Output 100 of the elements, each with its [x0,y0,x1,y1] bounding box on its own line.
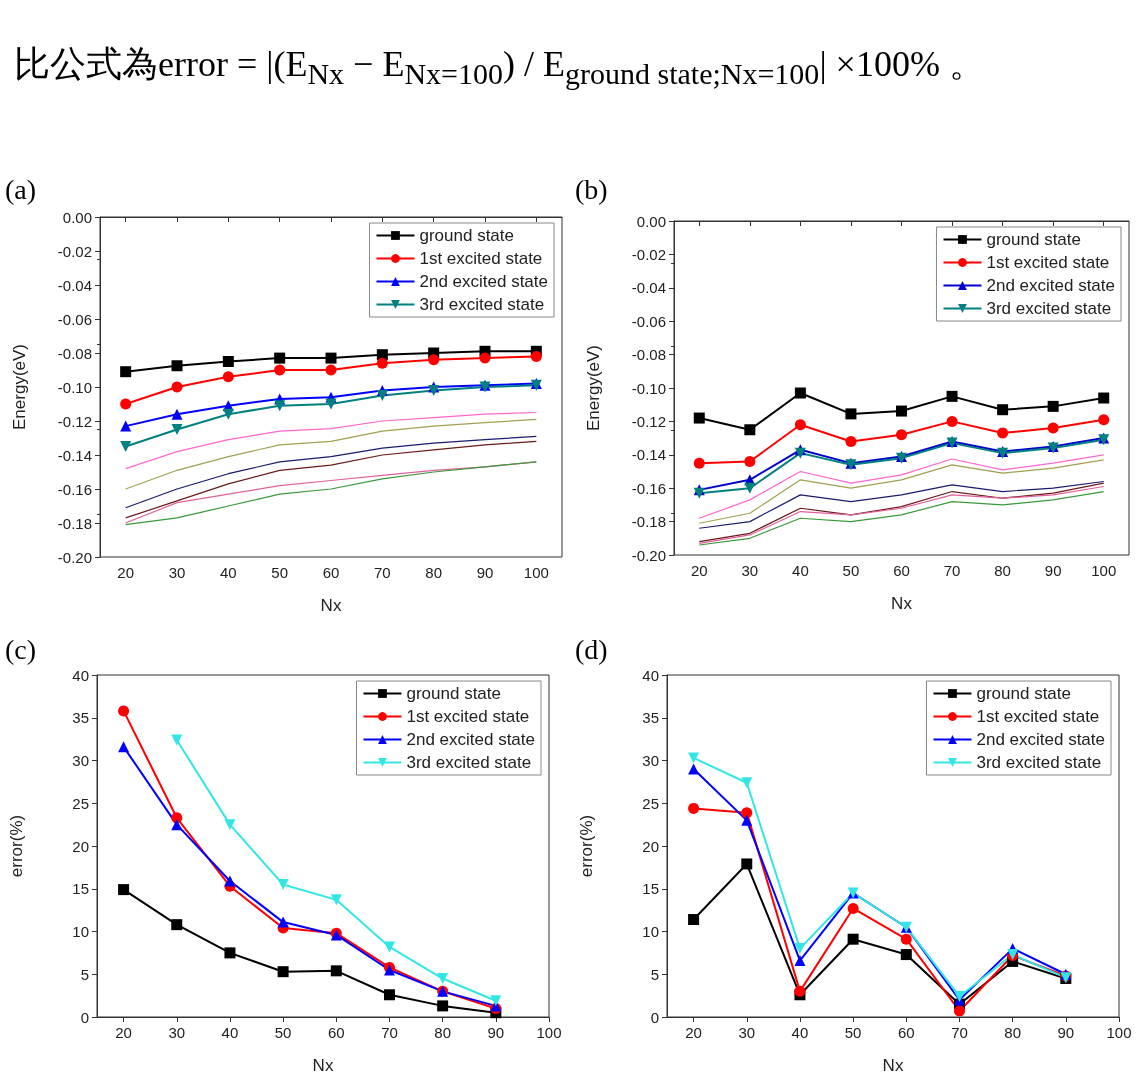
x-tick-label: 80 [434,1024,451,1041]
y-tick-label: 25 [72,794,89,812]
x-tick-label: 100 [1091,562,1117,579]
x-tick-label: 50 [271,564,289,581]
legend-label: 3rd excited state [419,295,545,314]
y-tick-label: -0.02 [57,242,92,260]
y-tick-label: 10 [642,923,659,940]
x-tick-label: 70 [951,1024,968,1041]
x-axis-title: Nx [882,1056,904,1075]
x-tick-label: 80 [1004,1024,1021,1041]
y-tick-label: 30 [72,752,89,769]
y-tick-label: 40 [642,666,659,684]
x-tick-label: 60 [322,564,340,581]
y-axis-title: Energy(eV) [10,344,29,430]
y-tick-label: -0.04 [57,276,92,294]
legend-label: 2nd excited state [976,730,1105,749]
chart-title: (b) [575,173,608,205]
y-tick-label: 40 [72,666,89,684]
y-tick-label: -0.16 [57,480,92,498]
y-tick-label: 5 [80,965,89,983]
y-axis-title: Energy(eV) [584,345,603,431]
x-tick-label: 90 [487,1024,505,1041]
x-tick-label: 20 [685,1024,702,1041]
x-tick-label: 70 [381,1024,398,1041]
legend-label: ground state [986,230,1081,249]
x-axis-title: Nx [312,1056,334,1075]
y-tick-label: -0.06 [57,310,92,328]
legend-label: 3rd excited state [406,753,532,772]
y-tick-label: -0.10 [57,378,92,396]
y-axis-title: error(%) [577,814,596,878]
y-tick-label: -0.14 [57,446,92,464]
x-tick-label: 70 [943,562,961,579]
x-axis-title: Nx [320,596,342,615]
legend-label: 3rd excited state [986,299,1112,318]
y-tick-label: -0.16 [631,479,666,497]
x-tick-label: 90 [476,564,494,581]
x-tick-label: 100 [523,564,549,581]
x-tick-label: 50 [842,562,860,579]
legend-label: 1st excited state [406,707,530,726]
y-tick-label: -0.18 [631,513,666,531]
legend-label: 1st excited state [986,253,1110,272]
x-tick-label: 40 [791,1024,809,1041]
x-tick-label: 20 [115,1024,132,1041]
legend-label: ground state [406,684,501,703]
legend-label: 2nd excited state [419,272,548,291]
y-tick-label: -0.12 [57,412,92,430]
y-tick-label: 0.00 [636,212,666,230]
x-tick-label: 60 [327,1024,345,1041]
y-tick-label: 20 [642,837,659,855]
text: 比公式為error = |(E$_{Nx}$ − E$_{Nx=100}$) / E$_{ground state;Nx=100}$| ×100% 。 [14,43,985,92]
x-tick-label: 40 [792,562,809,579]
y-tick-label: 20 [72,837,89,855]
y-tick-label: 30 [642,752,659,769]
legend-label: 1st excited state [976,707,1100,726]
x-tick-label: 30 [738,1024,756,1041]
y-tick-label: 0 [80,1008,89,1026]
legend-label: 2nd excited state [986,276,1115,295]
x-tick-label: 20 [117,564,135,581]
legend-label: 2nd excited state [406,730,535,749]
y-tick-label: -0.10 [631,379,666,397]
x-axis-title: Nx [891,594,913,613]
y-tick-label: 25 [642,794,659,812]
x-tick-label: 80 [425,564,443,581]
x-tick-label: 90 [1044,562,1062,579]
x-tick-label: 20 [690,562,708,579]
x-tick-label: 100 [536,1024,562,1041]
x-tick-label: 30 [741,562,759,579]
y-tick-label: 15 [72,880,89,898]
x-tick-label: 30 [168,564,186,581]
chart-title: (c) [5,633,37,665]
y-tick-label: -0.18 [57,514,92,532]
legend-label: ground state [419,226,514,245]
y-tick-label: 10 [72,923,89,940]
x-tick-label: 40 [221,1024,239,1041]
x-tick-label: 40 [219,564,237,581]
y-tick-label: -0.14 [631,446,666,464]
y-tick-label: 15 [642,880,659,898]
legend-label: 1st excited state [419,249,543,268]
y-tick-label: -0.02 [631,245,666,263]
x-tick-label: 50 [274,1024,292,1041]
chart-title: (d) [575,633,608,665]
legend-label: 3rd excited state [976,753,1102,772]
y-tick-label: 5 [650,965,659,983]
x-tick-label: 50 [844,1024,862,1041]
y-tick-label: 0.00 [62,208,92,226]
y-tick-label: -0.20 [57,548,92,566]
x-tick-label: 90 [1057,1024,1075,1041]
x-tick-label: 30 [168,1024,186,1041]
y-tick-label: -0.06 [631,312,666,330]
y-tick-label: -0.20 [631,546,666,564]
x-tick-label: 60 [897,1024,915,1041]
x-tick-label: 60 [893,562,910,579]
y-tick-label: -0.04 [631,279,666,297]
x-tick-label: 80 [994,562,1011,579]
y-tick-label: -0.08 [57,344,92,362]
chart-title: (a) [5,173,37,205]
y-tick-label: -0.12 [631,412,666,430]
x-tick-label: 70 [373,564,391,581]
y-tick-label: 35 [642,709,659,727]
y-tick-label: 0 [650,1008,659,1026]
